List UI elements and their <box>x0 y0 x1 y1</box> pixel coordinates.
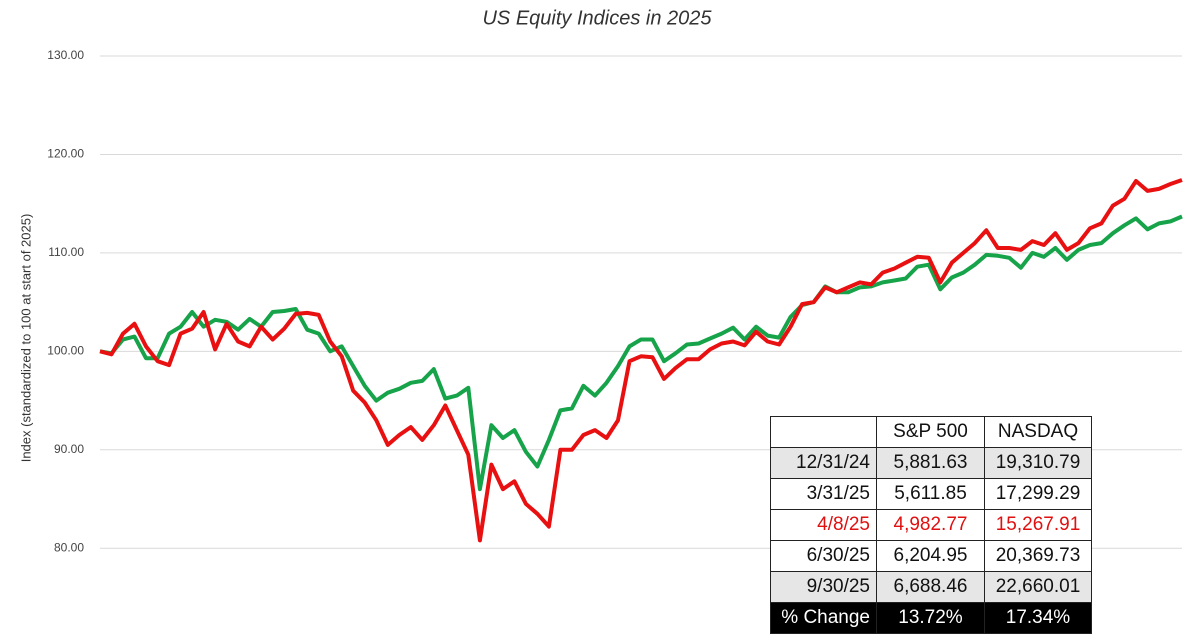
summary-table: S&P 500 NASDAQ 12/31/24 5,881.63 19,310.79 3/… <box>770 416 1092 634</box>
corner-cell <box>770 416 877 448</box>
series-line <box>99 178 1183 543</box>
header-row: S&P 500 NASDAQ <box>770 416 1092 448</box>
y-tick-label: 90.00 <box>54 442 84 456</box>
row-label: 9/30/25 <box>770 571 877 603</box>
table-cell: 19,310.79 <box>984 447 1092 479</box>
table-row: 6/30/25 6,204.95 20,369.73 <box>770 540 1092 572</box>
row-label: 4/8/25 <box>770 509 877 541</box>
table-cell: 17,299.29 <box>984 478 1092 510</box>
y-tick-label: 110.00 <box>48 245 84 259</box>
table-row: % Change 13.72% 17.34% <box>770 602 1092 634</box>
y-axis-title: Index (standardized to 100 at start of 2… <box>18 214 33 463</box>
table-cell: 6,204.95 <box>876 540 985 572</box>
table-cell: 4,982.77 <box>876 509 985 541</box>
y-tick-label: 120.00 <box>47 147 84 161</box>
table-cell: 6,688.46 <box>876 571 985 603</box>
row-label: 12/31/24 <box>770 447 877 479</box>
table-row: 12/31/24 5,881.63 19,310.79 <box>770 447 1092 479</box>
column-header: S&P 500 <box>876 416 985 448</box>
table-cell: 5,881.63 <box>876 447 985 479</box>
y-tick-label: 80.00 <box>54 540 84 554</box>
chart-title: US Equity Indices in 2025 <box>482 7 712 29</box>
table-cell: 22,660.01 <box>984 571 1092 603</box>
table-row: 4/8/25 4,982.77 15,267.91 <box>770 509 1092 541</box>
y-tick-label: 130.00 <box>47 48 84 62</box>
table-row: 9/30/25 6,688.46 22,660.01 <box>770 571 1092 603</box>
table-cell: 17.34% <box>984 602 1092 634</box>
series-line <box>99 214 1183 492</box>
row-label: % Change <box>770 602 877 634</box>
table-cell: 20,369.73 <box>984 540 1092 572</box>
row-label: 6/30/25 <box>770 540 877 572</box>
table-cell: 15,267.91 <box>984 509 1092 541</box>
y-tick-label: 100.00 <box>47 344 84 358</box>
table-cell: 5,611.85 <box>876 478 985 510</box>
table-cell: 13.72% <box>876 602 985 634</box>
table-row: 3/31/25 5,611.85 17,299.29 <box>770 478 1092 510</box>
column-header: NASDAQ <box>984 416 1092 448</box>
row-label: 3/31/25 <box>770 478 877 510</box>
